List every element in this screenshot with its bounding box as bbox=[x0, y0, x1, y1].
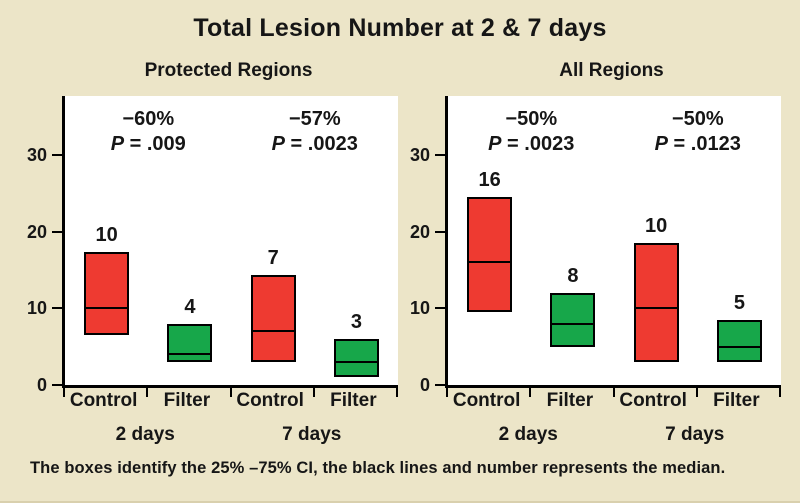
box-control-2-days bbox=[467, 197, 513, 313]
day-group-label: 7 days bbox=[665, 424, 725, 445]
y-axis-tick-label: 30 bbox=[26, 145, 47, 166]
y-axis-tick bbox=[435, 154, 445, 157]
x-axis-tick bbox=[695, 385, 698, 397]
median-line bbox=[335, 361, 377, 364]
y-axis-tick-label: 0 bbox=[419, 375, 430, 395]
category-label-filter: Filter bbox=[163, 390, 211, 411]
day-group-label: 2 days bbox=[498, 424, 558, 445]
median-line bbox=[635, 307, 677, 310]
y-axis-tick bbox=[435, 307, 445, 310]
median-line bbox=[469, 261, 511, 264]
box-filter-2-days bbox=[167, 323, 213, 363]
p-symbol: P bbox=[488, 133, 502, 155]
panel-protected-regions: Protected Regions 0 10 20 30 10 4 7 3 −60% P = .0… bbox=[0, 0, 398, 501]
figure-caption: The boxes identify the 25% –75% CI, the … bbox=[30, 459, 726, 477]
chart-title: Total Lesion Number at 2 & 7 days bbox=[193, 14, 607, 42]
x-axis-tick bbox=[396, 385, 398, 397]
p-symbol: P bbox=[654, 133, 668, 155]
box-filter-7-days bbox=[716, 319, 762, 363]
y-axis-tick bbox=[52, 384, 62, 386]
box-control-7-days bbox=[633, 243, 679, 363]
y-axis-tick-label: 30 bbox=[409, 145, 430, 166]
category-label-control: Control bbox=[69, 390, 138, 411]
day-group-label: 2 days bbox=[115, 424, 175, 445]
y-axis-tick-label: 0 bbox=[36, 375, 47, 395]
y-axis-tick bbox=[52, 154, 62, 157]
annotation-group: −57% P = .0023 bbox=[230, 107, 400, 157]
box-filter-7-days bbox=[333, 339, 379, 378]
y-axis-tick bbox=[52, 230, 62, 233]
x-axis-tick bbox=[146, 385, 149, 397]
category-label-filter: Filter bbox=[546, 390, 594, 411]
median-line bbox=[718, 345, 760, 348]
median-line bbox=[552, 322, 594, 325]
y-axis-tick-label: 20 bbox=[409, 221, 430, 242]
box-filter-2-days bbox=[550, 293, 596, 347]
median-value-label: 5 bbox=[733, 291, 745, 314]
percent-change-label: −50% bbox=[505, 108, 558, 130]
x-axis-tick bbox=[63, 385, 65, 397]
x-axis-tick bbox=[229, 385, 232, 397]
plot-area: 0 10 20 30 16 8 10 5 −50% P = .0023 −50% P = .0123 bbox=[410, 96, 783, 397]
annotation-group: −50% P = .0123 bbox=[613, 107, 783, 157]
panel-subtitle: All Regions bbox=[559, 60, 664, 81]
category-label-filter: Filter bbox=[713, 390, 760, 411]
percent-change-label: −60% bbox=[122, 108, 175, 130]
median-value-label: 4 bbox=[184, 295, 196, 318]
y-axis-tick-label: 10 bbox=[26, 298, 47, 319]
box-control-2-days bbox=[84, 252, 130, 336]
percent-change-label: −50% bbox=[671, 108, 724, 130]
panel-all-regions: All Regions 0 10 20 30 16 8 10 5 −50% P = .0023 −5… bbox=[383, 0, 781, 501]
median-value-label: 3 bbox=[350, 311, 362, 334]
plot-area: 0 10 20 30 10 4 7 3 −60% P = .009 −57% P = .0023 bbox=[27, 96, 400, 397]
x-axis-tick bbox=[312, 385, 315, 397]
category-label-control: Control bbox=[619, 390, 687, 411]
category-label-control: Control bbox=[236, 390, 304, 411]
y-axis-tick bbox=[435, 230, 445, 233]
y-axis-tick-label: 10 bbox=[409, 298, 430, 319]
p-value-label: P = .0023 bbox=[488, 133, 575, 155]
p-value-label: P = .009 bbox=[110, 133, 186, 155]
median-line bbox=[169, 353, 211, 356]
p-value-label: P = .0023 bbox=[271, 133, 358, 155]
panel-subtitle: Protected Regions bbox=[144, 60, 313, 81]
p-value-label: P = .0123 bbox=[654, 133, 741, 155]
day-group-label: 7 days bbox=[282, 424, 342, 445]
category-label-filter: Filter bbox=[330, 390, 377, 411]
category-label-control: Control bbox=[452, 390, 521, 411]
box-control-7-days bbox=[250, 275, 296, 363]
percent-change-label: −57% bbox=[288, 108, 341, 130]
median-line bbox=[86, 307, 128, 310]
y-axis-tick bbox=[435, 384, 445, 386]
median-value-label: 10 bbox=[95, 224, 118, 247]
x-axis-tick bbox=[529, 385, 532, 397]
x-axis-tick bbox=[446, 385, 448, 397]
y-axis-tick-label: 20 bbox=[26, 221, 47, 242]
median-value-label: 8 bbox=[567, 265, 579, 288]
annotation-group: −60% P = .009 bbox=[63, 107, 233, 157]
x-axis-tick bbox=[612, 385, 615, 397]
p-symbol: P bbox=[271, 133, 285, 155]
x-axis-tick bbox=[779, 385, 781, 397]
median-line bbox=[252, 330, 294, 333]
annotation-group: −50% P = .0023 bbox=[446, 107, 616, 157]
median-value-label: 10 bbox=[645, 215, 668, 238]
p-symbol: P bbox=[110, 133, 125, 155]
y-axis-tick bbox=[52, 307, 62, 310]
median-value-label: 16 bbox=[478, 169, 501, 192]
median-value-label: 7 bbox=[267, 247, 279, 270]
